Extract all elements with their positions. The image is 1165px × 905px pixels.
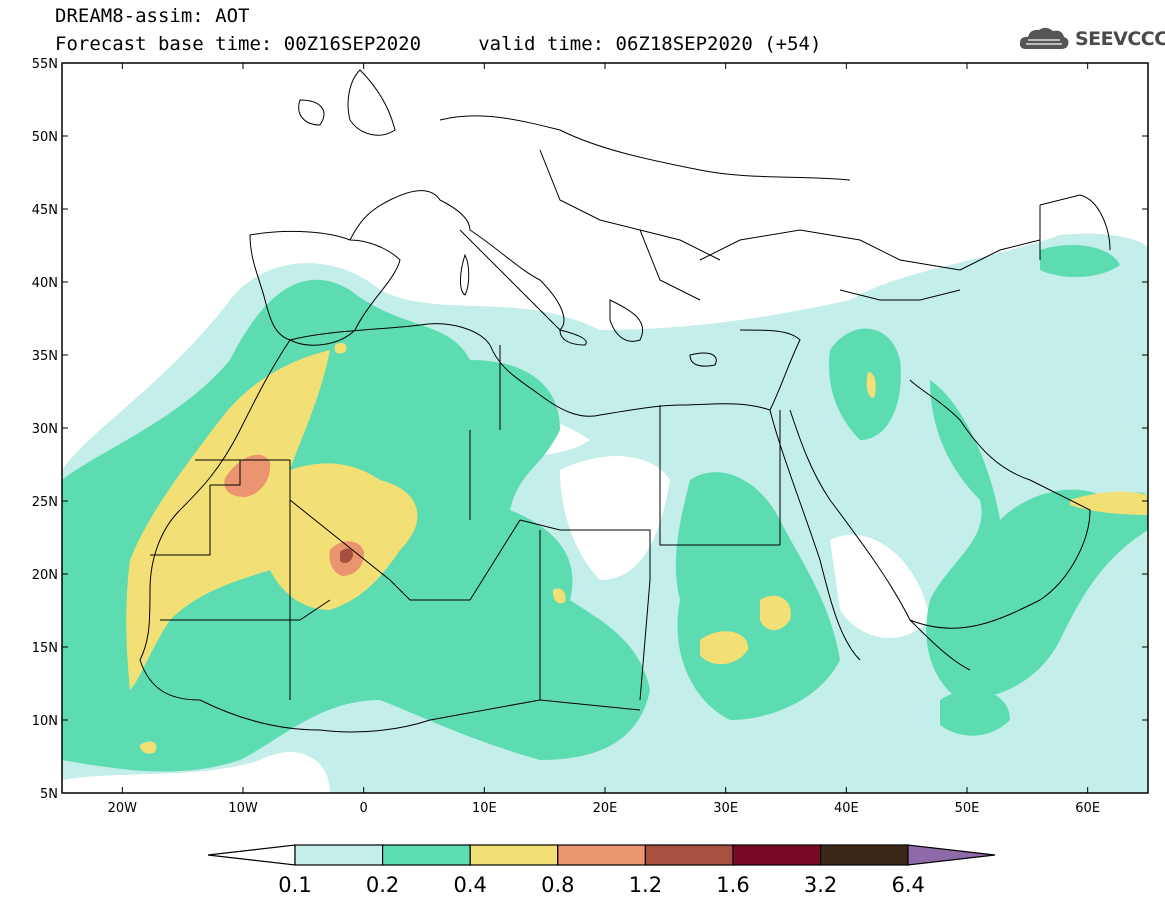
lat-label: 35N — [32, 349, 58, 364]
coastline — [347, 69, 396, 136]
aot-band-0.4 — [552, 588, 566, 604]
logo-text: SEEVCCC — [1075, 28, 1165, 50]
aot-band-0.4 — [334, 342, 347, 354]
aot-band-0.8 — [224, 454, 271, 497]
aot-band-0.4 — [700, 631, 749, 665]
lon-label: 20E — [593, 801, 618, 816]
border — [150, 345, 781, 721]
lat-label: 45N — [32, 203, 58, 218]
colorbar: 0.1 0.2 0.4 0.8 1.2 1.6 3.2 6.4 — [207, 844, 996, 897]
colorbar-box — [294, 844, 384, 866]
coastline — [139, 339, 431, 733]
coastline — [689, 352, 717, 367]
lon-label: 20W — [108, 801, 138, 816]
colorbar-label: 1.6 — [716, 873, 749, 897]
lat-label: 10N — [32, 714, 58, 729]
aot-band-0.4 — [866, 372, 876, 398]
map-title: DREAM8-assim: AOT — [55, 5, 250, 27]
colorbar-label: 0.8 — [541, 873, 574, 897]
lat-label: 25N — [32, 495, 58, 510]
border — [439, 115, 1041, 301]
aot-band-0.2 — [829, 328, 901, 440]
lon-label: 0 — [360, 801, 368, 816]
colorbar-label: 3.2 — [804, 873, 837, 897]
lon-label: 10W — [228, 801, 258, 816]
aot-band-0.4 — [760, 595, 791, 631]
lat-label: 50N — [32, 130, 58, 145]
coastline — [559, 329, 587, 346]
colorbar-label: 0.2 — [366, 873, 399, 897]
longitude-axis: 20W 10W 0 10E 20E 30E 40E 50E 60E — [108, 63, 1100, 816]
aot-band-0.4 — [126, 350, 418, 690]
colorbar-over-arrow — [907, 844, 996, 866]
cloud-icon — [1019, 27, 1069, 49]
coastline — [1039, 194, 1111, 260]
coastline — [609, 299, 644, 342]
lon-label: 10E — [472, 801, 497, 816]
aot-band-0.4 — [140, 741, 157, 754]
colorbar-box — [557, 844, 646, 866]
aot-field — [62, 233, 1148, 793]
coastline — [909, 379, 1091, 629]
aot-band-0.2 — [1040, 245, 1120, 277]
colorbar-box — [382, 844, 471, 866]
coastline — [349, 190, 565, 331]
aot-gap — [62, 752, 330, 793]
coastline — [298, 99, 325, 126]
coastline — [289, 323, 771, 417]
lon-label: 50E — [955, 801, 980, 816]
lat-label: 30N — [32, 422, 58, 437]
colorbar-box — [644, 844, 734, 866]
colorbar-box — [469, 844, 559, 866]
lon-label: 60E — [1075, 801, 1100, 816]
aot-gap — [830, 534, 930, 639]
aot-band-0.4 — [1070, 491, 1148, 515]
coastline — [460, 253, 470, 296]
colorbar-label: 0.1 — [278, 873, 311, 897]
latitude-axis: 55N 50N 45N 40N 35N 30N 25N 20N 15N 10N 5N — [32, 57, 1148, 802]
lon-label: 30E — [713, 801, 738, 816]
lon-label: 40E — [834, 801, 859, 816]
colorbar-label: 0.4 — [453, 873, 486, 897]
forecast-times: Forecast base time: 00Z16SEP2020 valid t… — [55, 33, 822, 55]
coastline — [739, 329, 971, 671]
colorbar-box — [732, 844, 822, 866]
colorbar-label: 1.2 — [629, 873, 662, 897]
aot-band-0.2 — [940, 689, 1010, 736]
lat-label: 20N — [32, 568, 58, 583]
lat-label: 15N — [32, 641, 58, 656]
aot-gap — [560, 456, 670, 580]
aot-band-1.2 — [340, 548, 354, 564]
coastlines — [139, 69, 1111, 733]
coastline — [249, 230, 401, 346]
colorbar-box — [819, 844, 909, 866]
colorbar-under-arrow — [207, 844, 296, 866]
lat-label: 5N — [40, 787, 58, 802]
aot-band-0.2 — [926, 380, 1148, 700]
lat-label: 55N — [32, 57, 58, 72]
seevccc-logo: SEEVCCC — [1018, 24, 1165, 54]
colorbar-label: 6.4 — [891, 873, 924, 897]
lat-label: 40N — [32, 276, 58, 291]
